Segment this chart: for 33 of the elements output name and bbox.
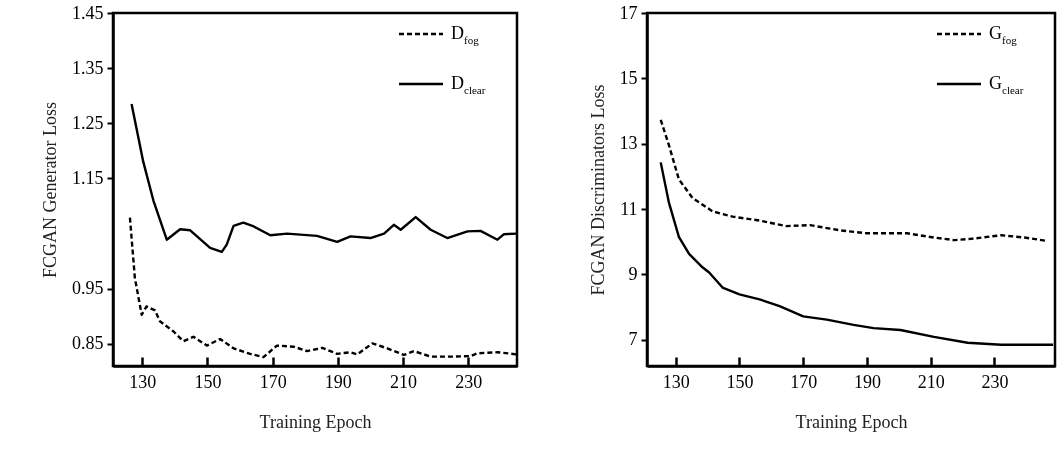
y-tick-label: 0.85	[72, 333, 104, 354]
y-tick-label: 13	[619, 133, 638, 154]
x-tick-label: 230	[455, 371, 483, 392]
x-tick-label: 230	[981, 371, 1009, 392]
x-tick-label: 150	[194, 371, 222, 392]
x-tick-label: 170	[790, 371, 818, 392]
y-axis-title: FCGAN Generator Loss	[40, 102, 60, 278]
y-tick-label: 1.15	[72, 167, 104, 188]
y-tick-label: 1.45	[72, 2, 104, 23]
x-tick-label: 190	[853, 371, 881, 392]
y-tick-label: 7	[628, 329, 638, 350]
x-tick-label: 150	[726, 371, 754, 392]
y-axis-title: FCGAN Discriminators Loss	[587, 84, 608, 296]
y-tick-label: 17	[619, 2, 638, 23]
y-tick-label: 1.35	[72, 57, 104, 78]
y-tick-label: 9	[628, 263, 638, 284]
x-tick-label: 210	[917, 371, 945, 392]
x-tick-label: 170	[259, 371, 287, 392]
legend-label: D$_{fog}$	[451, 22, 479, 46]
x-tick-label: 190	[324, 371, 352, 392]
legend-label: G$_{clear}$	[989, 72, 1024, 96]
y-tick-label: 0.95	[72, 278, 104, 299]
y-tick-label: 15	[619, 67, 638, 88]
legend-label: D$_{clear}$	[451, 72, 486, 96]
x-axis-title: Training Epoch	[259, 411, 372, 432]
x-tick-label: 130	[129, 371, 157, 392]
line-series	[659, 118, 1048, 243]
legend-label: G$_{fog}$	[989, 22, 1017, 46]
x-tick-label: 210	[389, 371, 417, 392]
y-tick-label: 1.25	[72, 112, 104, 133]
x-tick-label: 130	[662, 371, 690, 392]
y-tick-label: 11	[620, 198, 638, 219]
x-axis-title: Training Epoch	[795, 411, 908, 432]
